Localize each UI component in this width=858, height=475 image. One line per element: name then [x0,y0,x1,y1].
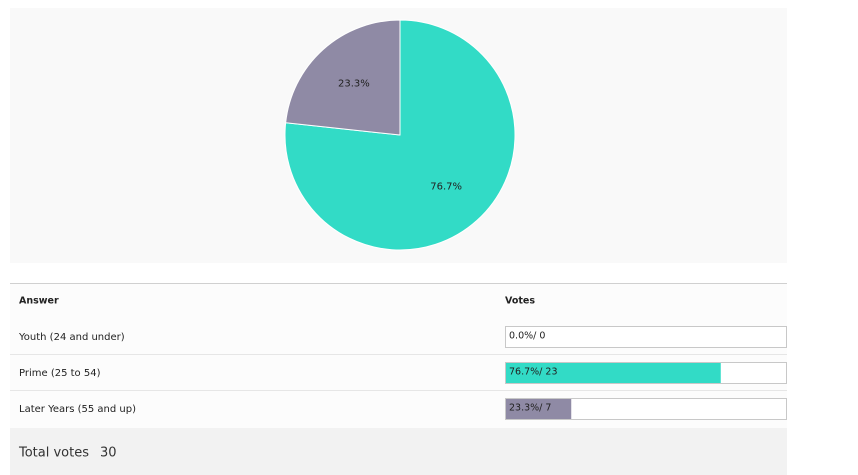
vote-bar [506,363,721,383]
votes-header: Votes [505,296,535,307]
vote-bar [506,399,572,419]
vote-bar-track [505,398,787,420]
slice-label: 23.3% [338,79,370,90]
answer-header: Answer [19,296,59,307]
vote-label: 23.3%/ 7 [509,403,551,414]
pie-slice [285,19,401,136]
vote-label: 76.7%/ 23 [509,367,558,378]
total-value: 30 [100,446,117,461]
vote-label: 0.0%/ 0 [509,331,545,342]
answer-label: Prime (25 to 54) [19,368,101,379]
total-label: Total votes [18,446,89,461]
answer-label: Later Years (55 and up) [19,404,136,415]
slice-label: 76.7% [430,181,462,192]
vote-bar-track [505,326,787,348]
answer-label: Youth (24 and under) [18,332,125,343]
total-panel [10,428,787,475]
